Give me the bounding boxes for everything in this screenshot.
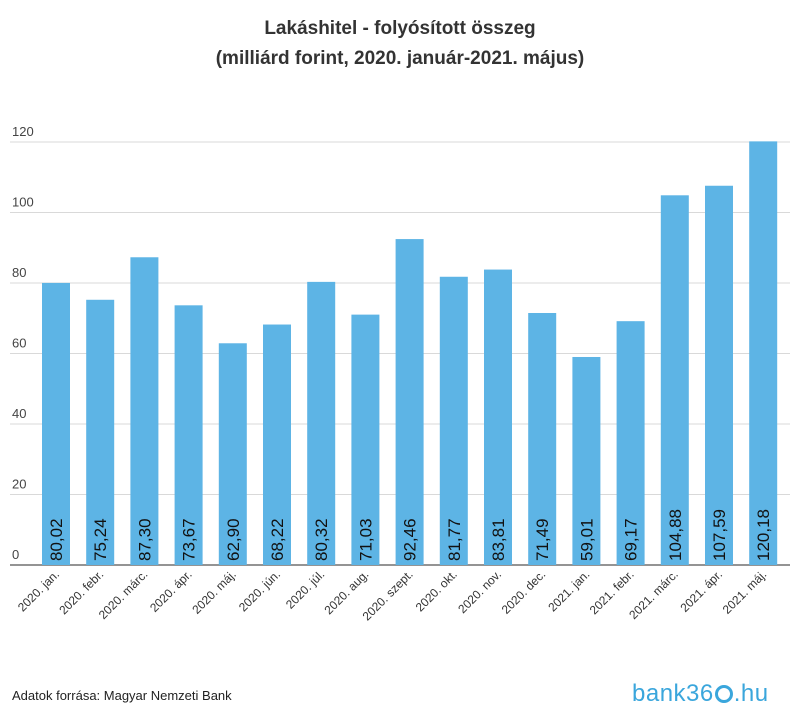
- bar-value-label: 80,02: [47, 518, 66, 561]
- y-tick-label: 60: [12, 336, 26, 351]
- label-layer: 80,02 75,24 87,30 73,67 62,90 68,22 80,32 71,03…: [47, 509, 773, 561]
- bar-value-label: 75,24: [91, 518, 110, 561]
- bar-value-label: 69,17: [622, 518, 641, 561]
- bar-value-label: 81,77: [445, 518, 464, 561]
- x-tick-label: 2021. máj.: [720, 567, 770, 617]
- x-tick-label: 2020. jún.: [236, 567, 283, 614]
- bar: [528, 312, 557, 565]
- x-tick-label: 2020. nov.: [455, 567, 504, 616]
- bar-value-label: 104,88: [666, 509, 685, 561]
- bank360-logo[interactable]: bank36 .hu: [632, 680, 769, 708]
- x-tick-label: 2021. ápr.: [677, 567, 725, 615]
- y-tick-label: 0: [12, 547, 19, 562]
- logo-suffix: .hu: [733, 680, 769, 707]
- x-tick-layer: 2020. jan.2020. febr.2020. márc.2020. áp…: [15, 567, 769, 623]
- bar: [307, 281, 336, 565]
- x-tick-label: 2020. ápr.: [147, 567, 195, 615]
- bar: [263, 324, 291, 565]
- chart-title-line2: (milliárd forint, 2020. január-2021. máj…: [215, 48, 585, 69]
- bar-value-label: 120,18: [754, 509, 773, 561]
- bar-value-label: 83,81: [489, 518, 508, 561]
- bar: [86, 299, 115, 565]
- bar: [351, 314, 380, 565]
- bar: [439, 276, 468, 565]
- logo-zero-icon: [714, 685, 733, 703]
- bar-value-label: 87,30: [135, 518, 154, 561]
- bar-value-label: 71,03: [356, 518, 375, 561]
- x-tick-label: 2020. dec.: [499, 567, 549, 617]
- logo-prefix: bank36: [632, 680, 714, 707]
- bar: [705, 185, 733, 566]
- bar: [130, 257, 159, 565]
- bar-value-label: 62,90: [224, 518, 243, 561]
- x-tick-label: 2020. okt.: [413, 567, 460, 614]
- bar: [616, 321, 645, 565]
- bar-value-label: 80,32: [312, 518, 331, 561]
- bar-chart: 0 20 40 60 80 100 120 80,02 75,24 87,30 73,67 62,9…: [10, 124, 790, 623]
- bar: [174, 305, 203, 565]
- y-tick-label: 80: [12, 265, 26, 280]
- bar: [395, 239, 424, 566]
- bar-value-label: 59,01: [577, 518, 596, 561]
- chart-title-line1: Lakáshitel - folyósított összeg: [264, 18, 536, 39]
- bar: [42, 282, 70, 565]
- bar: [660, 195, 689, 565]
- bar: [749, 141, 778, 566]
- bar-value-label: 92,46: [401, 518, 420, 561]
- x-tick-label: 2020. júl.: [283, 567, 327, 611]
- bar: [484, 269, 512, 565]
- data-source-note: Adatok forrása: Magyar Nemzeti Bank: [12, 688, 232, 703]
- bar-value-label: 71,49: [533, 518, 552, 561]
- bar-value-label: 68,22: [268, 518, 287, 561]
- bar-layer: [42, 141, 778, 566]
- x-tick-label: 2020. máj.: [189, 567, 239, 617]
- y-tick-label: 20: [12, 477, 26, 492]
- chart-title: Lakáshitel - folyósított összeg (milliár…: [0, 14, 800, 74]
- bar: [218, 343, 247, 565]
- bar-value-label: 107,59: [710, 509, 729, 561]
- y-tick-label: 40: [12, 406, 26, 421]
- y-tick-label: 120: [12, 124, 34, 139]
- bar-value-label: 73,67: [180, 518, 199, 561]
- bar: [572, 356, 601, 565]
- y-tick-label: 100: [12, 195, 34, 210]
